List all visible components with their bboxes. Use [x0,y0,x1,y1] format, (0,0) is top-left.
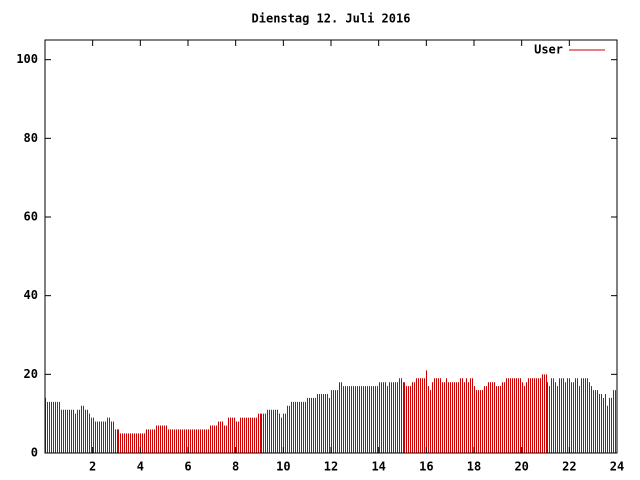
x-tick-label: 6 [184,460,191,474]
x-tick-label: 12 [324,460,338,474]
legend-label: User [534,43,563,57]
y-tick-label: 60 [24,210,38,224]
x-tick-label: 8 [232,460,239,474]
x-tick-label: 10 [276,460,290,474]
x-tick-label: 14 [371,460,385,474]
y-tick-label: 40 [24,288,38,302]
x-tick-label: 22 [562,460,576,474]
x-tick-label: 24 [610,460,624,474]
y-tick-label: 0 [31,446,38,460]
y-tick-label: 80 [24,131,38,145]
x-tick-label: 20 [514,460,528,474]
x-tick-label: 16 [419,460,433,474]
x-tick-label: 4 [137,460,144,474]
y-tick-label: 20 [24,367,38,381]
y-tick-label: 100 [16,52,38,66]
x-tick-label: 18 [467,460,481,474]
x-tick-label: 2 [89,460,96,474]
chart-title: Dienstag 12. Juli 2016 [252,12,411,26]
